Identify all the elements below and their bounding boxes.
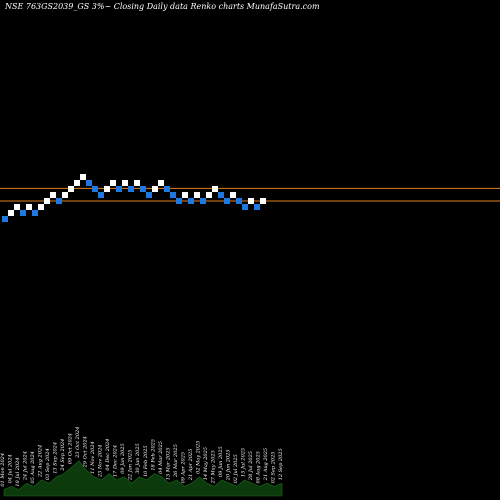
volume-date-label: 23 Nov 2024 [98,445,104,478]
renko-brick-up [62,192,68,198]
volume-date-label: 21 Aug 2025 [263,448,269,481]
renko-brick-up [230,192,236,198]
volume-date-label: 04 Mar 2025 [158,441,164,474]
volume-date-label: 02 Sep 2025 [271,452,277,484]
renko-brick-up [248,198,254,204]
volume-date-label: 22 Aug 2024 [38,445,44,478]
renko-brick-up [26,204,32,210]
volume-date-label: 04 Jul 2024 [8,454,14,483]
renko-brick-up [152,186,158,192]
volume-date-label: 04 Dec 2024 [105,439,111,471]
volume-date-label: 13 Sep 2024 [53,442,59,474]
volume-date-label: 08 Aug 2025 [256,451,262,483]
volume-date-label: 14 May 2025 [203,447,209,480]
renko-brick-up [182,192,188,198]
volume-date-label: 10 Feb 2025 [143,445,149,477]
volume-date-label: 13 Mar 2025 [165,447,171,480]
renko-brick-down [98,192,104,198]
renko-brick-up [122,180,128,186]
renko-brick-down [32,210,38,216]
renko-brick-down [164,186,170,192]
volume-date-label: 29 Oct 2024 [83,436,89,468]
volume-date-label: 24 Jul 2024 [23,451,29,481]
volume-date-label: 02 Jul 2025 [233,454,239,483]
renko-brick-up [104,186,110,192]
renko-brick-down [2,216,8,222]
volume-date-label: 09 Jun 2025 [218,446,224,477]
renko-brick-up [260,198,266,204]
renko-brick-down [170,192,176,198]
volume-date-label: 11 Nov 2024 [90,441,96,473]
volume-date-label: 20 Jun 2025 [225,449,231,481]
volume-date-label: 12 Sep 2025 [278,448,284,480]
renko-brick-up [158,180,164,186]
renko-brick-down [224,198,230,204]
volume-date-label: 23 Oct 2024 [75,427,81,459]
renko-brick-down [86,180,92,186]
volume-date-label: 21 Apr 2025 [188,449,194,481]
renko-brick-up [134,180,140,186]
renko-brick-up [194,192,200,198]
renko-brick-up [206,192,212,198]
renko-brick-down [242,204,248,210]
volume-date-label: 02 May 2025 [195,441,201,474]
volume-date-label: 03 Sep 2024 [45,448,51,480]
renko-brick-up [14,204,20,210]
volume-date-label: 15 Jul 2025 [240,448,246,477]
renko-brick-down [176,198,182,204]
volume-date-label: 17 Dec 2024 [113,445,119,477]
renko-brick-up [110,180,116,186]
renko-brick-up [80,174,86,180]
renko-brick-down [92,186,98,192]
volume-date-label: 09 Apr 2025 [180,452,186,483]
volume-date-label: 28 Jul 2025 [248,451,254,481]
chart-title: NSE 763GS2039_GS 3%~ Closing Daily data … [5,2,320,11]
renko-brick-up [38,204,44,210]
renko-brick-up [74,180,80,186]
volume-date-label: 24 Sep 2024 [60,439,66,472]
volume-date-label: 18 Feb 2025 [150,439,156,471]
volume-date-label: 09 Oct 2024 [68,433,74,464]
renko-brick-up [212,186,218,192]
renko-brick-down [254,204,260,210]
volume-date-label: 05 Aug 2024 [30,451,36,483]
volume-date-label: 18 Jul 2024 [15,457,21,486]
volume-date-label: 01 Mon 2024 [0,453,6,487]
renko-brick-up [50,192,56,198]
renko-brick-down [200,198,206,204]
renko-brick-down [116,186,122,192]
renko-brick-up [68,186,74,192]
renko-brick-down [20,210,26,216]
renko-brick-down [188,198,194,204]
volume-date-label: 22 Jan 2025 [128,450,134,481]
renko-brick-down [128,186,134,192]
volume-date-label: 26 Mar 2025 [173,444,179,478]
renko-brick-down [218,192,224,198]
renko-brick-up [8,210,14,216]
renko-brick-down [236,198,242,204]
volume-date-label: 30 Jan 2025 [135,443,141,473]
renko-brick-down [146,192,152,198]
renko-brick-down [140,186,146,192]
volume-date-label: 09 Jan 2025 [120,443,126,473]
renko-brick-up [44,198,50,204]
volume-area [3,460,283,497]
volume-date-label: 27 May 2025 [210,450,216,484]
renko-brick-down [56,198,62,204]
